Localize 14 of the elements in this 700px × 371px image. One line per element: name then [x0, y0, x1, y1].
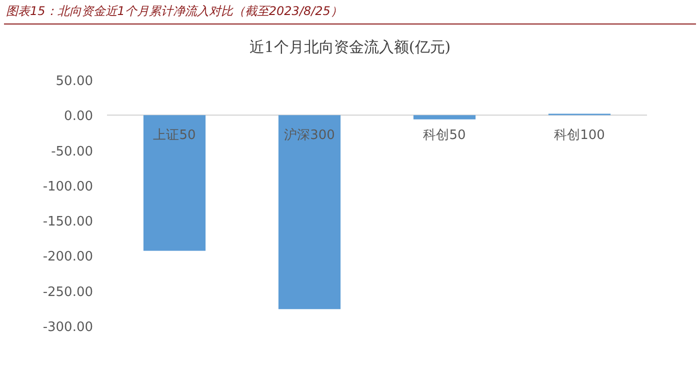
y-tick-label: 50.00	[56, 74, 93, 89]
y-tick-label: -50.00	[51, 144, 93, 160]
y-tick-label: -200.00	[42, 250, 93, 265]
x-tick-label: 科创100	[554, 128, 605, 144]
y-tick-label: -300.00	[42, 320, 93, 335]
x-tick-label: 上证50	[153, 128, 196, 144]
chart-title: 图表15：北向资金近1个月累计净流入对比（截至2023/8/25）	[6, 4, 342, 18]
y-tick-label: -250.00	[42, 284, 93, 300]
y-tick-label: -100.00	[42, 179, 93, 194]
x-tick-label: 沪深300	[284, 127, 335, 144]
y-tick-label: -150.00	[42, 214, 93, 230]
chart-subtitle: 近1个月北向资金流入额(亿元)	[249, 38, 451, 56]
y-tick-label: 0.00	[64, 109, 93, 124]
x-tick-label: 科创50	[423, 128, 466, 144]
